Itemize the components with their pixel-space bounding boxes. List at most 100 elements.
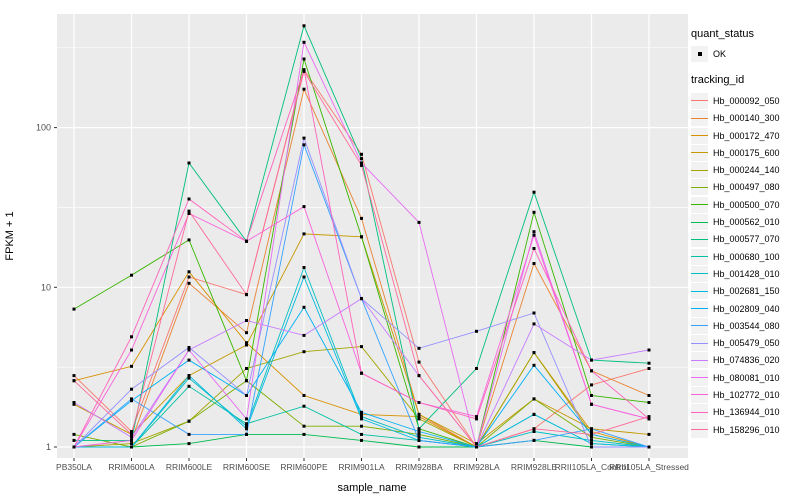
legend-key-ok	[691, 45, 708, 62]
legend-item-label: Hb_158296_010	[713, 424, 780, 435]
legend-line-icon	[691, 308, 708, 309]
data-point	[187, 384, 191, 388]
legend-key-swatch	[691, 179, 708, 196]
data-point	[245, 367, 248, 370]
y-tick-label: 100	[36, 123, 51, 133]
data-point	[475, 329, 478, 333]
data-point	[302, 69, 306, 73]
data-point	[360, 410, 363, 414]
y-tick-label: 10	[41, 282, 51, 292]
data-point	[647, 361, 651, 365]
data-point	[532, 322, 536, 326]
legend-item-Hb_002809_040: Hb_002809_040	[691, 300, 799, 317]
legend-item-label: Hb_074836_020	[713, 355, 780, 366]
data-point	[187, 209, 191, 213]
legend-line-icon	[691, 411, 708, 413]
data-point	[475, 417, 478, 421]
data-point	[590, 358, 593, 362]
data-point	[187, 161, 191, 165]
data-point	[417, 346, 421, 350]
data-point	[130, 438, 133, 442]
data-point	[417, 417, 421, 421]
legend-item-Hb_136944_010: Hb_136944_010	[691, 404, 799, 421]
legend-item-ok-label: OK	[713, 48, 727, 59]
data-point	[417, 445, 421, 449]
data-point	[590, 427, 593, 431]
legend-line-icon	[691, 377, 708, 379]
legend-line-icon	[691, 342, 708, 344]
data-point	[302, 57, 306, 61]
legend-line-icon	[691, 359, 708, 361]
legend-item-Hb_003544_080: Hb_003544_080	[691, 317, 799, 334]
x-tick-label: PB350LA	[56, 462, 92, 472]
legend-item-Hb_000092_050: Hb_000092_050	[691, 92, 799, 109]
data-point	[72, 445, 76, 449]
data-point	[360, 417, 363, 421]
data-point	[72, 379, 76, 383]
x-tick-label: RRIM928LA	[453, 462, 500, 472]
data-point	[130, 348, 133, 352]
data-point	[532, 351, 536, 355]
data-point	[72, 307, 76, 311]
data-point	[590, 383, 593, 387]
data-point	[302, 40, 306, 44]
data-point	[647, 348, 651, 352]
legend-item-Hb_158296_010: Hb_158296_010	[691, 421, 799, 438]
data-point	[532, 190, 536, 194]
data-point	[72, 374, 76, 378]
legend-item-Hb_002681_150: Hb_002681_150	[691, 283, 799, 300]
legend-line-icon	[691, 169, 708, 171]
legend-line-icon	[691, 152, 708, 154]
data-point	[187, 270, 191, 274]
legend-item-Hb_000562_010: Hb_000562_010	[691, 213, 799, 231]
legend: quant_status OK tracking_id Hb_000092_05…	[691, 28, 799, 438]
data-point	[72, 401, 76, 404]
legend-item-Hb_080081_010: Hb_080081_010	[691, 369, 799, 386]
x-tick-label: RRIM600LE	[166, 462, 213, 472]
data-point	[245, 341, 248, 345]
data-point	[647, 401, 651, 404]
data-point	[245, 379, 248, 383]
legend-item-label: Hb_002809_040	[713, 303, 780, 314]
data-point	[360, 161, 363, 165]
legend-item-Hb_000500_070: Hb_000500_070	[691, 196, 799, 213]
data-point	[590, 394, 593, 397]
legend-key-swatch	[691, 265, 708, 282]
data-point	[302, 350, 306, 354]
data-point	[590, 435, 593, 439]
legend-title-quant-status: quant_status	[691, 28, 754, 40]
data-point	[302, 68, 306, 72]
legend-item-ok: OK	[691, 45, 799, 62]
y-axis-title: FPKM + 1	[4, 211, 16, 260]
data-point	[187, 212, 191, 215]
data-point	[302, 424, 306, 428]
data-point	[475, 367, 478, 370]
legend-line-icon	[691, 273, 708, 275]
legend-key-swatch	[691, 386, 708, 403]
data-point	[302, 394, 306, 397]
data-point	[187, 275, 191, 279]
data-point	[417, 435, 421, 439]
x-tick-label: RRIM928LE	[511, 462, 558, 472]
legend-key-swatch	[691, 404, 708, 421]
data-point	[417, 427, 421, 431]
legend-line-icon	[691, 238, 708, 240]
legend-item-Hb_074836_020: Hb_074836_020	[691, 352, 799, 369]
data-point	[590, 432, 593, 436]
data-point	[130, 335, 133, 339]
data-point	[130, 432, 133, 436]
legend-line-icon	[691, 429, 708, 431]
legend-item-label: Hb_136944_010	[713, 407, 780, 418]
data-point	[72, 432, 76, 436]
legend-key-swatch	[691, 231, 708, 248]
data-point	[417, 401, 421, 404]
legend-key-swatch	[691, 283, 708, 300]
data-point	[647, 432, 651, 436]
x-tick-label: RRIM928BA	[395, 462, 443, 472]
data-point	[302, 404, 306, 408]
point-marker-icon	[697, 51, 702, 56]
data-point	[590, 438, 593, 442]
data-point	[360, 412, 363, 416]
data-point	[245, 394, 248, 397]
legend-item-label: Hb_000500_070	[713, 199, 780, 210]
